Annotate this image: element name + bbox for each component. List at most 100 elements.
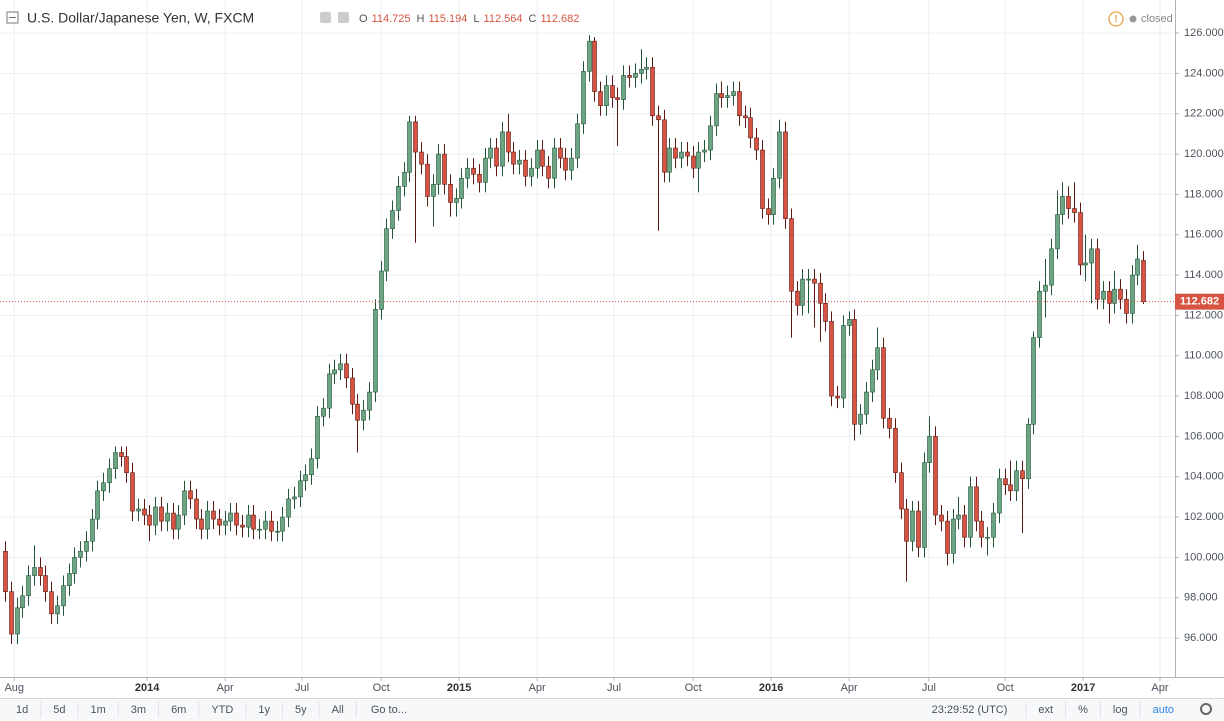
candle-body xyxy=(124,456,129,474)
market-status: closed xyxy=(1141,13,1173,25)
candle-body xyxy=(419,151,424,165)
axis-option[interactable]: ext xyxy=(1038,704,1053,716)
x-tick-label: Oct xyxy=(997,682,1014,694)
candle-body xyxy=(101,482,106,492)
candle-body xyxy=(922,462,927,548)
axis-option[interactable]: log xyxy=(1113,704,1128,716)
candle-body xyxy=(1037,290,1042,338)
candle-body xyxy=(650,67,655,117)
candle-body xyxy=(1078,212,1083,266)
x-tick-label: Apr xyxy=(841,682,858,694)
candle-body xyxy=(662,119,667,173)
range-button[interactable]: 5d xyxy=(53,704,65,716)
last-price-label: 112.682 xyxy=(1180,296,1219,308)
candle-body xyxy=(119,452,124,457)
y-tick-label: 108.000 xyxy=(1184,390,1224,402)
candle-body xyxy=(488,147,493,159)
candle-body xyxy=(1026,424,1031,480)
candle-body xyxy=(67,573,72,586)
candle-body xyxy=(459,177,464,199)
candle-body xyxy=(743,115,748,119)
range-button[interactable]: 5y xyxy=(295,704,307,716)
candle-body xyxy=(881,347,886,419)
hide-icon[interactable] xyxy=(338,12,349,23)
candle-body xyxy=(176,514,181,530)
candle-body xyxy=(402,171,407,187)
candle-body xyxy=(696,151,701,169)
y-tick-label: 106.000 xyxy=(1184,430,1224,442)
toolbar-items: 1d 5d 1m 3m 6m YTD 1y 5y All Go to... auto log% ext 2… xyxy=(16,702,1212,718)
candle-body xyxy=(523,159,528,177)
settings-icon[interactable] xyxy=(320,12,331,23)
candle-body xyxy=(147,514,152,526)
range-button[interactable]: 1y xyxy=(258,704,270,716)
candle-body xyxy=(500,131,505,167)
goto-button[interactable]: Go to... xyxy=(371,704,407,716)
candle-body xyxy=(667,147,672,173)
warning-mark: ! xyxy=(1114,14,1117,25)
candle-body xyxy=(615,97,620,100)
candle-body xyxy=(800,278,805,306)
candle-body xyxy=(563,157,568,171)
candle-body xyxy=(194,498,199,520)
candle-body xyxy=(552,147,557,179)
last-price-box xyxy=(1175,293,1224,310)
candle-body xyxy=(26,575,31,597)
y-tick-label: 98.000 xyxy=(1184,592,1218,604)
range-button[interactable]: 1d xyxy=(16,704,28,716)
candle-body xyxy=(223,520,228,526)
collapse-icon[interactable] xyxy=(6,11,19,24)
candle-body xyxy=(275,530,280,533)
candle-body xyxy=(985,536,990,539)
range-button[interactable]: 1m xyxy=(91,704,106,716)
candle-body xyxy=(1049,248,1054,286)
candle-body xyxy=(806,278,811,281)
candle-body xyxy=(656,115,661,121)
candle-body xyxy=(234,512,239,526)
candle-body xyxy=(95,490,100,520)
ohlc-readout: O 114.725 H 115.194 L 112.564 C 112.682 xyxy=(359,13,579,25)
ohlc-value: 112.564 xyxy=(484,13,523,25)
candle-body xyxy=(714,93,719,127)
candle-body xyxy=(292,496,297,500)
candle-body xyxy=(332,369,337,375)
warning-icon[interactable] xyxy=(1108,11,1124,27)
candle-body xyxy=(945,520,950,554)
candle-body xyxy=(442,153,447,185)
candle-body xyxy=(367,391,372,411)
candle-body xyxy=(142,508,147,516)
candle-body xyxy=(454,198,459,203)
settings-gear[interactable] xyxy=(1200,703,1212,715)
candle-body xyxy=(1095,248,1100,300)
candle-body xyxy=(766,208,771,215)
candle-body xyxy=(1003,478,1008,486)
candle-body xyxy=(951,518,956,554)
axis-option[interactable]: % xyxy=(1078,704,1088,716)
candle-body xyxy=(725,95,730,98)
candle-body xyxy=(298,480,303,498)
candle-body xyxy=(748,117,753,139)
range-button[interactable]: 6m xyxy=(171,704,186,716)
candle-body xyxy=(540,149,545,167)
candle-body xyxy=(159,506,164,522)
axis-option[interactable]: auto xyxy=(1153,704,1174,716)
candle-body xyxy=(269,520,274,532)
candle-body xyxy=(228,512,233,522)
candle-body xyxy=(240,524,245,528)
candle-body xyxy=(956,514,961,520)
candle-body xyxy=(1008,484,1013,492)
candle-body xyxy=(933,436,938,516)
range-button[interactable]: All xyxy=(332,704,344,716)
candle-body xyxy=(390,210,395,229)
candle-body xyxy=(517,159,522,165)
candle-body xyxy=(1020,470,1025,480)
candle-body xyxy=(818,282,823,304)
candle-body xyxy=(598,91,603,106)
candle-body xyxy=(49,591,54,615)
candle-body xyxy=(280,516,285,532)
range-button[interactable]: YTD xyxy=(211,704,233,716)
candle-body xyxy=(887,417,892,429)
range-button[interactable]: 3m xyxy=(131,704,146,716)
candle-body xyxy=(899,472,904,510)
